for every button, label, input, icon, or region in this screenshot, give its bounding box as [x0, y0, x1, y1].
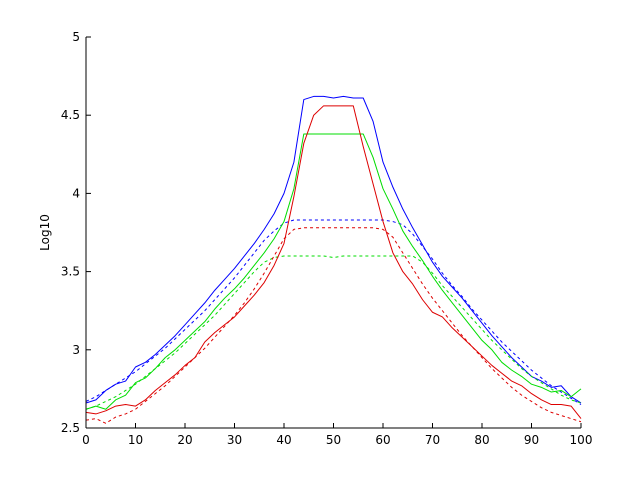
y-tick-label: 3.5	[61, 265, 80, 279]
x-ticks: 0 10 20 30 40 50 60 70 80 90 100	[82, 423, 592, 447]
y-tick-label: 4	[72, 186, 80, 200]
x-tick-label: 10	[128, 433, 143, 447]
x-tick-label: 90	[524, 433, 539, 447]
y-tick-label: 4.5	[61, 108, 80, 122]
series-line-3	[85, 133, 582, 410]
series-line-1	[85, 95, 582, 404]
series-line-2	[85, 219, 582, 405]
series-line-4	[85, 255, 582, 410]
y-ticks: 2.5 3 3.5 4 4.5 5	[61, 30, 91, 435]
x-tick-label: 100	[570, 433, 593, 447]
y-tick-label: 2.5	[61, 421, 80, 435]
x-tick-label: 0	[82, 433, 90, 447]
x-tick-label: 30	[227, 433, 242, 447]
x-tick-label: 20	[177, 433, 192, 447]
x-tick-label: 70	[425, 433, 440, 447]
series-layer	[85, 95, 582, 424]
x-tick-label: 40	[276, 433, 291, 447]
x-tick-label: 50	[326, 433, 341, 447]
y-tick-label: 3	[72, 343, 80, 357]
axes	[85, 37, 581, 429]
y-axis-label: Log10	[38, 214, 52, 251]
y-tick-label: 5	[72, 30, 80, 44]
series-line-5	[85, 105, 582, 419]
x-tick-label: 60	[375, 433, 390, 447]
series-line-6	[85, 227, 582, 424]
x-tick-label: 80	[474, 433, 489, 447]
